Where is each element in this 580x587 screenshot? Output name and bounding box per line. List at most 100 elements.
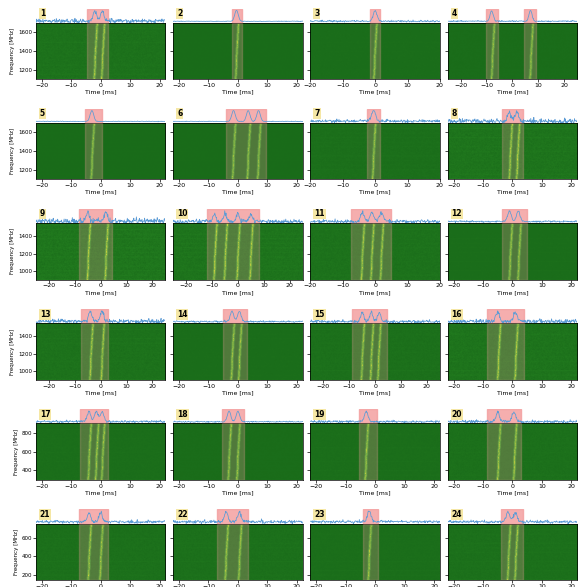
Bar [223,323,246,380]
X-axis label: Time [ms]: Time [ms] [222,190,253,195]
Text: 23: 23 [314,510,325,519]
Bar [80,409,108,423]
Text: 14: 14 [177,309,187,319]
Bar [352,309,387,323]
X-axis label: Time [ms]: Time [ms] [496,490,528,495]
Bar [359,409,376,423]
Bar [88,23,108,79]
Text: 19: 19 [314,410,325,419]
X-axis label: Time [ms]: Time [ms] [85,190,117,195]
Bar [223,309,246,323]
Text: 16: 16 [451,309,462,319]
Text: 21: 21 [40,510,50,519]
Bar [487,409,521,423]
X-axis label: Time [ms]: Time [ms] [360,490,391,495]
Bar [367,123,380,180]
Text: 5: 5 [40,109,45,119]
Bar [352,323,387,380]
Text: 11: 11 [314,210,325,218]
Bar [524,23,536,79]
Text: 7: 7 [314,109,320,119]
X-axis label: Time [ms]: Time [ms] [360,290,391,295]
Bar [222,409,244,423]
Bar [487,323,524,380]
Bar [364,524,378,580]
Text: 3: 3 [314,9,320,18]
X-axis label: Time [ms]: Time [ms] [360,190,391,195]
Bar [487,423,521,480]
Bar [501,524,523,580]
Bar [218,524,248,580]
Bar [502,123,523,180]
Text: 15: 15 [314,309,325,319]
Bar [232,23,242,79]
Bar [88,9,108,23]
Bar [370,23,380,79]
X-axis label: Time [ms]: Time [ms] [496,90,528,95]
X-axis label: Time [ms]: Time [ms] [85,490,117,495]
Bar [502,109,523,123]
Bar [79,209,113,223]
Y-axis label: Frequency [MHz]: Frequency [MHz] [10,228,15,275]
Bar [487,23,498,79]
Bar [351,209,392,223]
Y-axis label: Frequency [MHz]: Frequency [MHz] [14,529,19,575]
Y-axis label: Frequency [MHz]: Frequency [MHz] [14,429,19,475]
Bar [351,223,392,279]
Text: 4: 4 [451,9,457,18]
X-axis label: Time [ms]: Time [ms] [222,290,253,295]
Text: 1: 1 [40,9,45,18]
X-axis label: Time [ms]: Time [ms] [85,390,117,395]
X-axis label: Time [ms]: Time [ms] [85,90,117,95]
Bar [501,510,523,524]
Bar [232,9,242,23]
Text: 22: 22 [177,510,187,519]
X-axis label: Time [ms]: Time [ms] [360,90,391,95]
Bar [487,309,524,323]
Bar [487,9,498,23]
Bar [370,9,380,23]
Bar [85,109,102,123]
Bar [222,423,244,480]
X-axis label: Time [ms]: Time [ms] [222,90,253,95]
Text: 8: 8 [451,109,457,119]
Bar [359,423,376,480]
X-axis label: Time [ms]: Time [ms] [222,390,253,395]
X-axis label: Time [ms]: Time [ms] [496,190,528,195]
Text: 2: 2 [177,9,182,18]
Bar [81,309,108,323]
Bar [79,223,113,279]
Bar [85,123,102,180]
Text: 24: 24 [451,510,462,519]
Bar [81,323,108,380]
Y-axis label: Frequency [MHz]: Frequency [MHz] [10,329,15,375]
Text: 18: 18 [177,410,188,419]
Bar [502,223,527,279]
Bar [218,510,248,524]
Bar [207,223,259,279]
X-axis label: Time [ms]: Time [ms] [496,290,528,295]
Bar [226,123,266,180]
Bar [80,423,108,480]
X-axis label: Time [ms]: Time [ms] [360,390,391,395]
Text: 6: 6 [177,109,182,119]
X-axis label: Time [ms]: Time [ms] [496,390,528,395]
Bar [502,209,527,223]
Bar [79,510,108,524]
Bar [524,9,536,23]
Text: 20: 20 [451,410,462,419]
Text: 9: 9 [40,210,45,218]
Bar [367,109,380,123]
Bar [79,524,108,580]
Text: 17: 17 [40,410,50,419]
Text: 12: 12 [451,210,462,218]
Text: 10: 10 [177,210,187,218]
X-axis label: Time [ms]: Time [ms] [222,490,253,495]
Y-axis label: Frequency [MHz]: Frequency [MHz] [10,128,15,174]
Bar [364,510,378,524]
Bar [207,209,259,223]
Bar [226,109,266,123]
Text: 13: 13 [40,309,50,319]
Y-axis label: Frequency [MHz]: Frequency [MHz] [10,28,15,74]
X-axis label: Time [ms]: Time [ms] [85,290,117,295]
